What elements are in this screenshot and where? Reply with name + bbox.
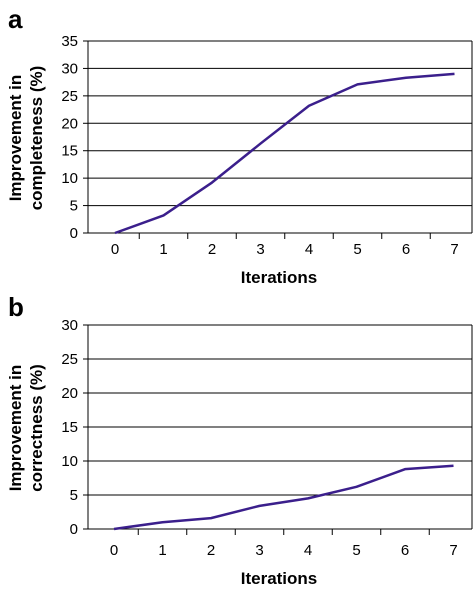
chart-plot-b: 0 5 10 15 20 25 30 0 1 2 3 4 5 6 7 (61, 317, 473, 559)
y-tick-label: 30 (61, 317, 78, 334)
series-line (113, 464, 454, 531)
y-tick-label: 30 (61, 60, 78, 77)
y-tick-label: 10 (61, 453, 78, 470)
x-tick-label: 2 (207, 542, 215, 559)
x-tick-label: 3 (255, 542, 263, 559)
x-tick-label: 6 (401, 542, 409, 559)
panel-letter: b (8, 292, 24, 322)
y-tick-label: 0 (70, 521, 78, 538)
x-tick-label: 7 (449, 542, 457, 559)
y-tick-label: 20 (61, 385, 78, 402)
x-tick-label: 7 (450, 241, 458, 258)
y-tick-label: 25 (61, 351, 78, 368)
x-tick-label: 2 (208, 241, 216, 258)
x-tick-label: 5 (353, 241, 361, 258)
y-tick-label: 35 (61, 33, 78, 50)
x-tick-label: 4 (304, 542, 312, 559)
chart-panel-a: a Improvement in completeness (%) 0 5 10 15… (0, 0, 474, 292)
x-tick-label: 5 (352, 542, 360, 559)
chart-panel-b: b Improvement in correctness (%) 0 5 10 15 2… (0, 292, 474, 590)
panel-letter: a (8, 4, 23, 34)
y-tick-label: 5 (70, 487, 78, 504)
x-tick-label: 1 (158, 542, 166, 559)
y-tick-label: 25 (61, 88, 78, 105)
x-tick-label: 6 (402, 241, 410, 258)
y-tick-label: 15 (61, 419, 78, 436)
y-tick-label: 15 (61, 143, 78, 160)
y-tick-label: 0 (70, 225, 78, 242)
x-axis-label: Iterations (240, 569, 318, 588)
x-tick-label: 3 (256, 241, 264, 258)
x-tick-label: 0 (111, 241, 119, 258)
x-axis-label: Iterations (240, 268, 318, 287)
y-tick-label: 5 (70, 198, 78, 215)
x-tick-label: 4 (305, 241, 313, 258)
y-tick-label: 10 (61, 170, 78, 187)
x-tick-label: 0 (110, 542, 118, 559)
series-line (114, 72, 455, 235)
chart-plot-a: 0 5 10 15 20 25 30 35 0 1 2 3 4 5 6 7 (61, 33, 473, 258)
x-tick-label: 1 (159, 241, 167, 258)
y-tick-label: 20 (61, 115, 78, 132)
